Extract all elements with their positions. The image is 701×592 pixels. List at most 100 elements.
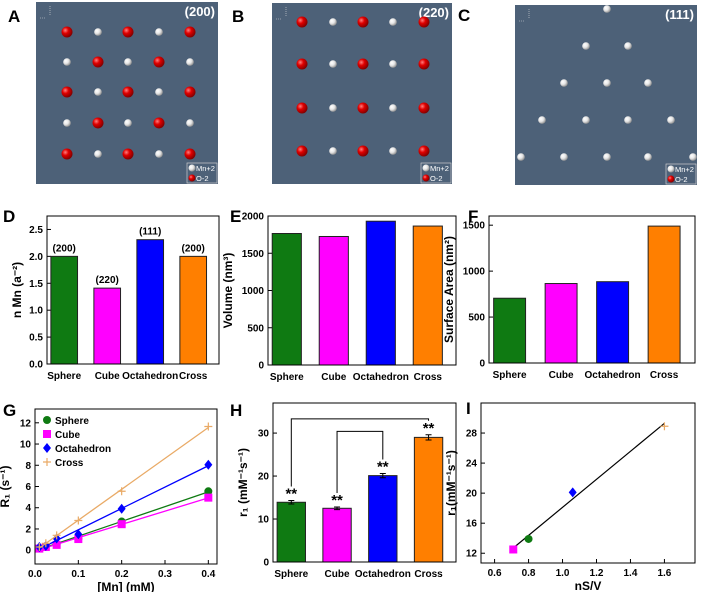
cross-marker [35, 543, 44, 552]
panel-label-i: I [466, 399, 471, 418]
y-tick-label: 12 [466, 549, 478, 560]
bar-octahedron [136, 239, 165, 365]
x-axis-label: nS/V [575, 579, 602, 592]
manganese-atom [644, 79, 652, 87]
category-label: Cube [95, 371, 120, 382]
y-tick-label: 20 [466, 489, 478, 500]
atom-legend-label: O-2 [430, 174, 443, 183]
oxygen-atom [418, 102, 430, 114]
manganese-atom [560, 153, 568, 161]
category-label: Cross [414, 372, 443, 383]
legend-label: Sphere [55, 416, 89, 427]
y-tick-label: 1500 [463, 221, 486, 232]
cube-marker [52, 540, 61, 549]
axes-frame [267, 215, 457, 366]
legend-octahedron-marker [43, 443, 51, 453]
bar-cross [647, 225, 681, 364]
chart-i: 12 16 20 24 28 r₁(mM⁻¹s⁻¹) 0.6 0.8 1.0 1.2 1.4 1.6 n… [444, 402, 696, 592]
atom-legend-box [420, 162, 452, 184]
panel-label-e: E [230, 207, 241, 226]
oxygen-atom [153, 56, 165, 68]
category-label: Cube [549, 370, 574, 381]
chart-d: 0.0 0.5 1.0 1.5 2.0 2.5 n Mn (a⁻²) Sphere (200) C… [10, 215, 220, 382]
oxygen-atom-legend-icon [422, 174, 430, 182]
manganese-atom [329, 147, 337, 155]
oxygen-atom [296, 16, 308, 28]
x-axis-label: [Mn] (mM) [97, 580, 154, 592]
x-tick-label: 0.1 [71, 569, 85, 580]
oxygen-atom [122, 26, 134, 38]
atom-legend-box [665, 163, 697, 185]
y-axis-label: Surface Area (nm²) [442, 236, 456, 343]
x-tick-label: 0.8 [522, 568, 536, 579]
y-tick-label: 10 [20, 440, 32, 451]
panel-label-f: F [468, 207, 478, 226]
manganese-atom [389, 147, 397, 155]
error-bar [379, 472, 386, 479]
manganese-atom [560, 79, 568, 87]
manganese-atom [186, 119, 194, 127]
manganese-atom [689, 153, 697, 161]
oxygen-atom [418, 58, 430, 70]
manganese-atom [667, 116, 675, 124]
manganese-atom [517, 153, 525, 161]
oxygen-atom-legend-icon [188, 174, 196, 182]
atom-legend-box [186, 162, 218, 184]
chart-e: 0 500 1000 1500 2000 Volume (nm³) Sphere Cube Oc… [221, 212, 457, 383]
oxygen-atom [184, 148, 196, 160]
oxygen-atom [61, 148, 73, 160]
point-cross-marker [660, 422, 669, 431]
bar-cube [93, 287, 122, 365]
manganese-atom [329, 18, 337, 26]
manganese-atom [155, 88, 163, 96]
category-label: Cube [321, 372, 346, 383]
oxygen-atom [357, 145, 369, 157]
axes-frame [480, 402, 696, 564]
x-tick-label: 0.6 [488, 568, 502, 579]
significance-marker: ** [285, 486, 297, 503]
chart-h: 0 10 20 30 r₁ (mM⁻¹s⁻¹) Sphere ** Cube ** Octahed… [236, 402, 457, 580]
y-tick-label: 1500 [242, 249, 265, 260]
atom-legend-label: Mn+2 [430, 164, 449, 173]
bar-cross [412, 225, 443, 366]
bar-label: (200) [53, 243, 76, 254]
manganese-atom [329, 60, 337, 68]
oxygen-atom [122, 148, 134, 160]
bar-octahedron [365, 220, 396, 366]
facet-label: (200) [185, 4, 215, 19]
legend-label: Cross [55, 458, 84, 469]
significance-marker: ** [377, 458, 389, 475]
legend-cross-marker [43, 458, 51, 466]
crystal-structure-b: (220) Mn+2O-2 [272, 3, 452, 184]
y-tick-label: 12 [20, 418, 32, 429]
oxygen-atom [296, 58, 308, 70]
point-cube-marker [509, 545, 518, 554]
manganese-atom [94, 28, 102, 36]
significance-bracket [290, 418, 430, 487]
oxygen-atom [418, 16, 430, 28]
category-label: Cube [325, 569, 350, 580]
x-tick-label: 0.4 [201, 569, 215, 580]
bar-cube [322, 507, 352, 563]
y-axis-label: n Mn (a⁻²) [10, 262, 24, 318]
oxygen-atom [92, 56, 104, 68]
manganese-atom [582, 42, 590, 50]
bar-octahedron [596, 281, 630, 364]
y-tick-label: 6 [25, 482, 31, 493]
cross-marker [117, 487, 126, 496]
y-axis-label: R₁ (s⁻¹) [0, 466, 12, 508]
manganese-atom [155, 28, 163, 36]
category-label: Cross [650, 370, 679, 381]
structure-background [272, 3, 452, 184]
category-label: Sphere [493, 370, 527, 381]
oxygen-atom [153, 117, 165, 129]
y-tick-label: 0.0 [29, 360, 43, 371]
cube-marker [117, 520, 126, 529]
y-tick-label: 1000 [242, 286, 265, 297]
axes-frame [272, 402, 457, 563]
panel-label-d: D [3, 207, 15, 226]
y-tick-label: 2000 [242, 212, 265, 223]
axes-frame [488, 215, 696, 364]
point-sphere-marker [524, 534, 533, 543]
